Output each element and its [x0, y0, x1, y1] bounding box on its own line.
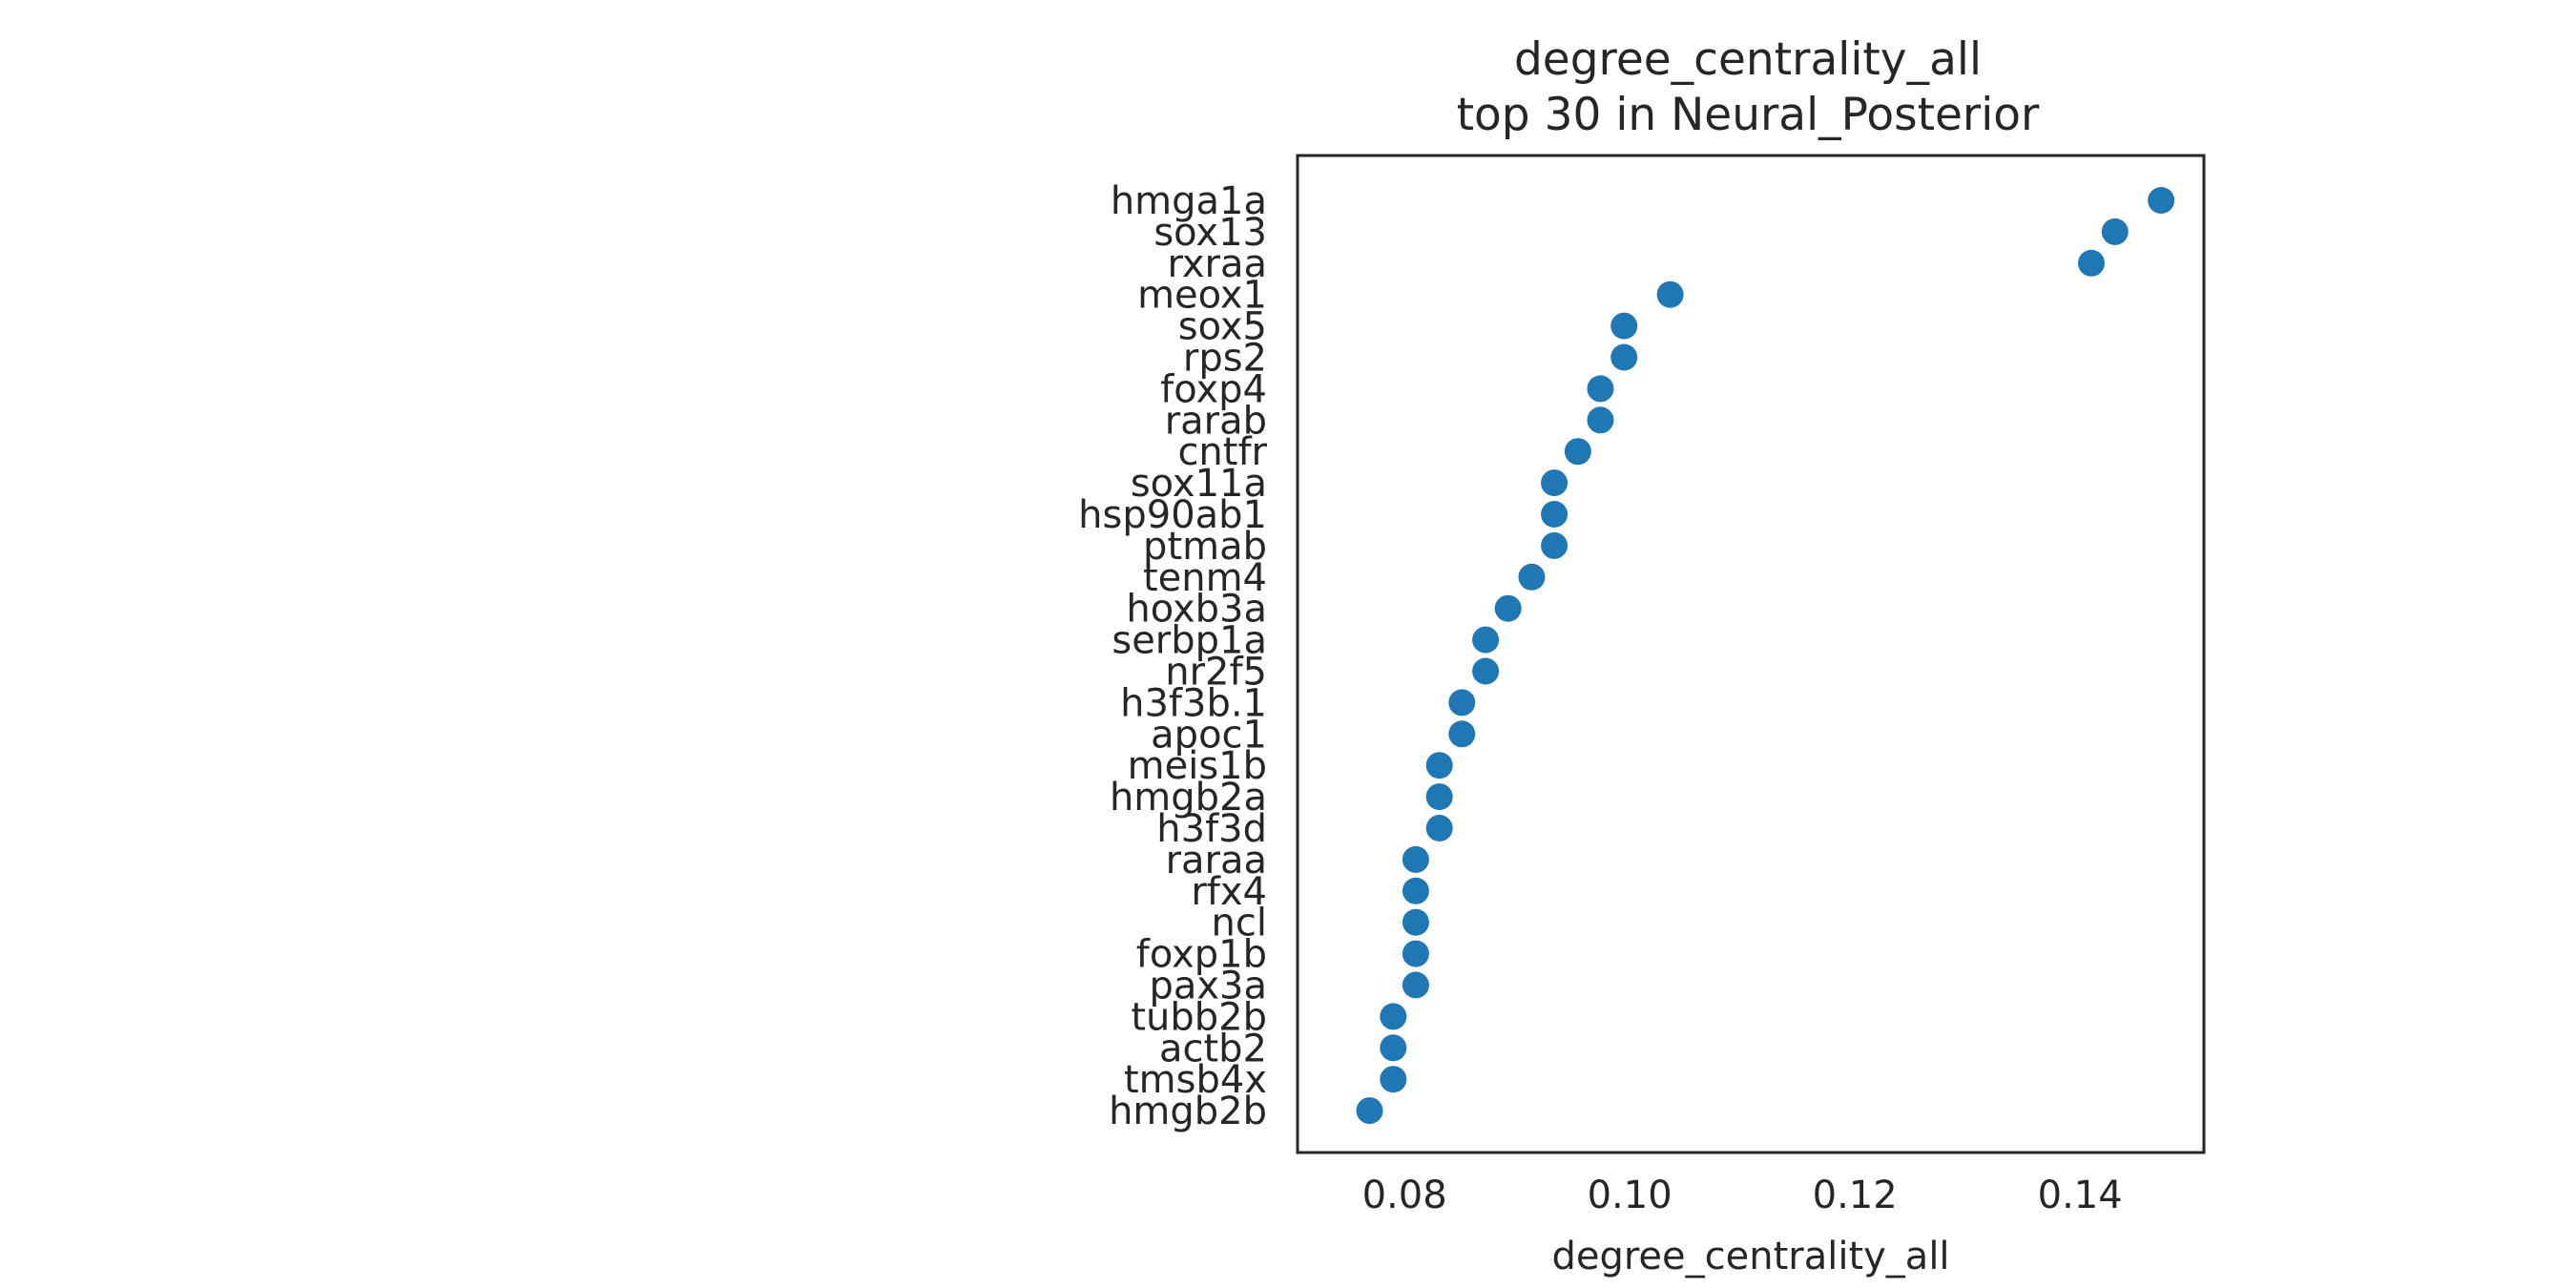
- y-tick-label: tmsb4x: [1124, 1058, 1267, 1102]
- data-point: [1402, 845, 1429, 873]
- y-tick-label: hsp90ab1: [1078, 493, 1267, 537]
- data-point: [1402, 877, 1429, 904]
- data-point: [1402, 940, 1429, 967]
- y-tick-label: rps2: [1183, 337, 1267, 381]
- y-tick-label: ptmab: [1143, 525, 1267, 569]
- y-tick-label: tubb2b: [1131, 995, 1267, 1039]
- data-point: [1610, 343, 1638, 371]
- y-tick-label: meis1b: [1128, 744, 1267, 788]
- x-tick-label: 0.08: [1362, 1174, 1447, 1217]
- y-tick-label: rarab: [1165, 399, 1267, 443]
- data-point: [1402, 908, 1429, 936]
- data-point: [1656, 280, 1684, 308]
- y-tick-label: serbp1a: [1111, 619, 1267, 663]
- data-point: [2077, 249, 2105, 277]
- y-tick-label: h3f3b.1: [1120, 681, 1267, 725]
- y-tick-label: hmga1a: [1111, 179, 1267, 223]
- data-point: [1587, 406, 1614, 434]
- data-point: [1425, 815, 1453, 841]
- x-axis-label: degree_centrality_all: [1551, 1235, 1949, 1278]
- y-tick-labels: hmga1asox13rxraameox1sox5rps2foxp4rarabc…: [1078, 179, 1267, 1133]
- data-point: [1541, 469, 1568, 497]
- y-tick-label: hmgb2b: [1109, 1090, 1267, 1133]
- y-tick-label: rfx4: [1191, 870, 1267, 914]
- data-point: [1380, 1034, 1407, 1062]
- data-points: [1356, 187, 2175, 1125]
- chart-title-line1: degree_centrality_all: [1514, 33, 1982, 86]
- x-tick-label: 0.10: [1588, 1174, 1672, 1217]
- y-tick-label: raraa: [1166, 839, 1267, 883]
- data-point: [1541, 501, 1568, 528]
- chart-title-line2: top 30 in Neural_Posterior: [1457, 89, 2040, 141]
- y-tick-label: h3f3d: [1156, 807, 1267, 851]
- data-point: [1564, 438, 1591, 466]
- x-tick-labels: 0.08 0.10 0.12 0.14: [1362, 1174, 2123, 1217]
- y-tick-label: cntfr: [1177, 430, 1267, 474]
- data-point: [1448, 720, 1476, 748]
- y-tick-label: meox1: [1137, 274, 1267, 318]
- y-tick-label: pax3a: [1149, 965, 1267, 1008]
- y-tick-label: hoxb3a: [1126, 588, 1267, 632]
- data-point: [1402, 971, 1429, 999]
- data-point: [1380, 1066, 1407, 1093]
- data-point: [1425, 783, 1453, 811]
- data-point: [1356, 1097, 1383, 1125]
- data-point: [1610, 312, 1638, 340]
- x-tick-label: 0.12: [1813, 1174, 1898, 1217]
- y-tick-label: rxraa: [1167, 242, 1267, 286]
- data-point: [2101, 218, 2129, 245]
- y-tick-label: nr2f5: [1165, 651, 1267, 695]
- data-point: [1587, 375, 1614, 403]
- y-tick-label: foxp1b: [1136, 933, 1267, 977]
- data-point: [1472, 657, 1500, 685]
- y-tick-label: sox13: [1153, 211, 1267, 255]
- data-point: [1425, 752, 1453, 779]
- y-tick-label: foxp4: [1160, 367, 1267, 411]
- y-tick-label: sox11a: [1131, 462, 1267, 506]
- y-tick-label: actb2: [1159, 1027, 1267, 1070]
- data-point: [1448, 689, 1476, 717]
- y-tick-label: hmgb2a: [1110, 776, 1267, 820]
- y-tick-label: ncl: [1212, 902, 1267, 945]
- y-tick-label: tenm4: [1143, 556, 1267, 600]
- plot-frame: [1296, 154, 2206, 1154]
- data-point: [2148, 187, 2175, 214]
- data-point: [1380, 1003, 1407, 1030]
- y-tick-label: apoc1: [1151, 713, 1267, 757]
- y-tick-label: sox5: [1178, 305, 1267, 349]
- data-point: [1518, 563, 1546, 591]
- x-tick-label: 0.14: [2038, 1174, 2123, 1217]
- data-point: [1494, 594, 1522, 622]
- data-point: [1472, 626, 1500, 654]
- data-point: [1541, 531, 1568, 559]
